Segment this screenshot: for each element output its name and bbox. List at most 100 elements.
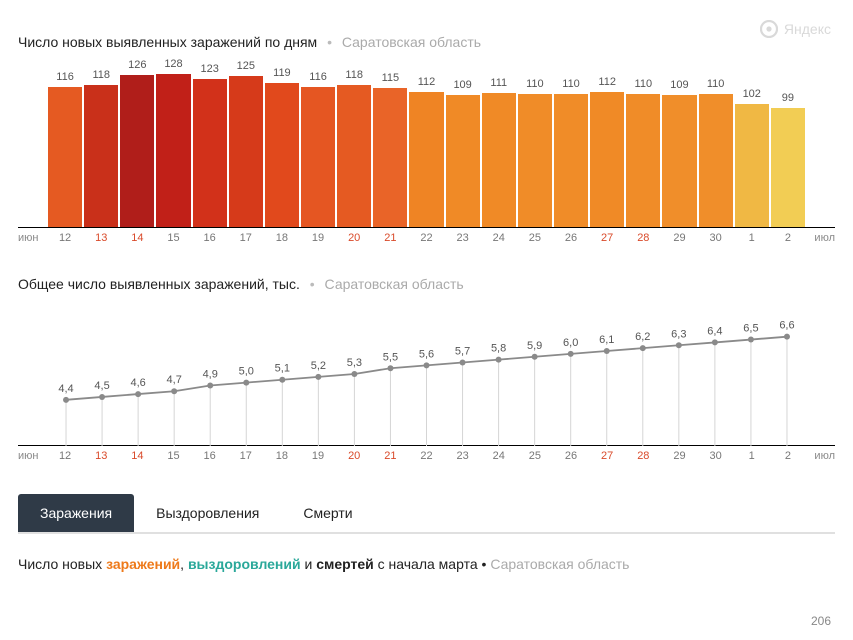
line-chart-title-sub: Саратовская область	[325, 276, 464, 292]
brand-logo: Яндекс	[760, 20, 831, 38]
bar-value-label: 110	[707, 78, 725, 90]
bar-column: 112	[409, 58, 443, 227]
bar-x-tick: 17	[229, 228, 263, 244]
line-x-tick: 18	[265, 446, 299, 462]
page-number: 206	[811, 614, 831, 628]
line-x-tick: 22	[409, 446, 443, 462]
footer-kw-infections: заражений	[106, 556, 180, 572]
tab-Смерти[interactable]: Смерти	[281, 494, 374, 532]
svg-text:5,6: 5,6	[419, 348, 434, 360]
bar-column: 125	[229, 58, 263, 227]
bar-rect	[446, 95, 480, 227]
footer-sep1: ,	[180, 556, 188, 572]
bar-column: 116	[301, 58, 335, 227]
title-separator: •	[327, 34, 332, 50]
bar-x-tick: 28	[626, 228, 660, 244]
bar-rect	[699, 94, 733, 227]
svg-text:6,2: 6,2	[635, 331, 650, 343]
svg-text:4,7: 4,7	[167, 374, 182, 386]
line-x-tick: 25	[518, 446, 552, 462]
svg-text:4,6: 4,6	[130, 377, 145, 389]
bar-x-tick: 24	[482, 228, 516, 244]
bar-value-label: 112	[598, 76, 616, 88]
bars-container: 1161181261281231251191161181151121091111…	[48, 58, 805, 227]
bar-x-tick: 27	[590, 228, 624, 244]
bar-column: 119	[265, 58, 299, 227]
bar-x-tick: 23	[446, 228, 480, 244]
bar-x-left: июн	[18, 232, 38, 244]
bar-x-tick: 26	[554, 228, 588, 244]
bar-x-tick: 1	[735, 228, 769, 244]
svg-text:6,6: 6,6	[779, 320, 794, 332]
line-x-ticks: 1213141516171819202122232425262728293012	[48, 446, 805, 462]
svg-text:6,5: 6,5	[743, 323, 758, 335]
line-plot-area: 4,44,54,64,74,95,05,15,25,35,55,65,75,85…	[18, 306, 835, 446]
bar-rect	[84, 85, 118, 227]
bar-rect	[48, 87, 82, 227]
line-x-axis: июн 121314151617181920212223242526272829…	[18, 446, 835, 468]
svg-text:6,3: 6,3	[671, 328, 686, 340]
bar-column: 109	[446, 58, 480, 227]
bar-column: 116	[48, 58, 82, 227]
line-x-tick: 24	[482, 446, 516, 462]
svg-text:5,1: 5,1	[275, 363, 290, 375]
svg-text:6,0: 6,0	[563, 337, 578, 349]
footer-title: Число новых заражений, выздоровлений и с…	[18, 556, 835, 572]
bar-column: 110	[626, 58, 660, 227]
line-x-tick: 16	[193, 446, 227, 462]
bar-rect	[518, 94, 552, 227]
bar-value-label: 109	[453, 79, 471, 91]
bar-rect	[193, 79, 227, 227]
bar-x-axis: июн 121314151617181920212223242526272829…	[18, 228, 835, 250]
svg-text:4,9: 4,9	[203, 368, 218, 380]
line-x-tick: 19	[301, 446, 335, 462]
line-x-tick: 21	[373, 446, 407, 462]
bar-rect	[265, 83, 299, 227]
line-svg: 4,44,54,64,74,95,05,15,25,35,55,65,75,85…	[18, 306, 835, 446]
line-x-tick: 30	[699, 446, 733, 462]
bar-value-label: 112	[418, 76, 436, 88]
bar-x-tick: 18	[265, 228, 299, 244]
tab-Заражения[interactable]: Заражения	[18, 494, 134, 532]
bar-x-tick: 22	[409, 228, 443, 244]
bar-column: 110	[554, 58, 588, 227]
bar-x-tick: 25	[518, 228, 552, 244]
line-x-left: июн	[18, 450, 38, 462]
line-x-tick: 27	[590, 446, 624, 462]
brand-text: Яндекс	[784, 21, 831, 37]
bar-column: 102	[735, 58, 769, 227]
bar-x-tick: 16	[193, 228, 227, 244]
bar-chart-title-sub: Саратовская область	[342, 34, 481, 50]
bar-value-label: 111	[490, 77, 507, 89]
bar-rect	[120, 75, 154, 227]
line-x-tick: 29	[662, 446, 696, 462]
bar-chart-title-main: Число новых выявленных заражений по дням	[18, 34, 317, 50]
title-separator: •	[482, 556, 491, 572]
bar-value-label: 118	[92, 69, 110, 81]
bar-value-label: 125	[237, 60, 255, 72]
footer-sep2: и	[301, 556, 317, 572]
bar-column: 123	[193, 58, 227, 227]
bar-value-label: 118	[345, 69, 363, 81]
bar-value-label: 110	[635, 78, 653, 90]
bar-value-label: 102	[743, 88, 761, 100]
bar-rect	[229, 76, 263, 227]
bar-x-tick: 19	[301, 228, 335, 244]
tab-Выздоровления[interactable]: Выздоровления	[134, 494, 281, 532]
line-x-right: июл	[814, 450, 835, 462]
bar-column: 115	[373, 58, 407, 227]
bar-plot-area: 1161181261281231251191161181151121091111…	[18, 58, 835, 228]
line-chart: Общее число выявленных заражений, тыс. •…	[18, 276, 835, 468]
bar-chart-title: Число новых выявленных заражений по дням…	[18, 34, 835, 50]
line-x-tick: 12	[48, 446, 82, 462]
bar-x-tick: 29	[662, 228, 696, 244]
bar-rect	[554, 94, 588, 227]
svg-text:5,9: 5,9	[527, 340, 542, 352]
bar-rect	[735, 104, 769, 227]
svg-text:5,5: 5,5	[383, 351, 398, 363]
bar-rect	[337, 85, 371, 227]
bar-column: 111	[482, 58, 516, 227]
footer-kw-deaths: смертей	[316, 556, 374, 572]
bar-column: 109	[662, 58, 696, 227]
svg-text:6,4: 6,4	[707, 325, 722, 337]
